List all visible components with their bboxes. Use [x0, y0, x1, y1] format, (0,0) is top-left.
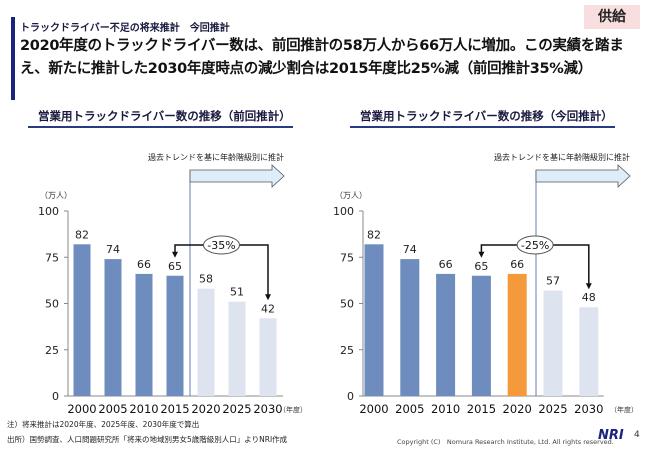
- source-note: 出所）国勢調査、人口問題研究所「将来の地域別男女5歳階級別人口」よりNRI作成: [7, 435, 288, 444]
- data-label: 51: [230, 286, 244, 299]
- bar-2030: [259, 318, 277, 396]
- x-tick-label: 2005: [395, 402, 424, 416]
- x-tick-label: 2020: [503, 402, 532, 416]
- forecast-arrow-icon: [189, 164, 285, 188]
- bar-2020: [197, 288, 215, 396]
- bar-2025: [543, 290, 563, 396]
- x-tick-label: 2015: [467, 402, 496, 416]
- footnote: 注）将来推計は2020年度、2025年度、2030年度で算出: [7, 420, 200, 429]
- data-label: 58: [199, 273, 213, 286]
- data-label: 57: [546, 275, 560, 288]
- x-tick-label: 2005: [98, 402, 127, 416]
- bar-2030: [579, 307, 599, 396]
- y-tick-label: 0: [52, 390, 59, 403]
- x-tick-label: 2025: [538, 402, 567, 416]
- forecast-arrow-label: 過去トレンドを基に年齢階級別に推計: [148, 152, 284, 162]
- x-tick-label: 2030: [574, 402, 603, 416]
- data-label: 82: [367, 228, 381, 241]
- data-label: 65: [474, 260, 488, 273]
- copyright: Copyright (C) Nomura Research Institute,…: [397, 438, 614, 446]
- y-tick-label: 25: [340, 344, 354, 357]
- bar-2025: [228, 301, 246, 396]
- data-label: 48: [582, 291, 596, 304]
- page-number: 4: [634, 430, 640, 440]
- slide-headline: 2020年度のトラックドライバー数は、前回推計の58万人から66万人に増加。この…: [20, 38, 624, 77]
- x-tick-label: 2010: [431, 402, 460, 416]
- y-tick-label: 50: [45, 298, 59, 311]
- x-tick-label: 2000: [359, 402, 388, 416]
- category-tag: 供給: [584, 5, 640, 29]
- chart-title-previous: 営業用トラックドライバー数の推移（前回推計）: [28, 108, 293, 128]
- bar-2005: [400, 259, 420, 396]
- data-label: 66: [137, 258, 151, 271]
- y-tick-label: 0: [347, 390, 354, 403]
- y-axis-unit: （万人）: [40, 191, 72, 200]
- x-tick-label: 2010: [129, 402, 158, 416]
- y-tick-label: 50: [340, 298, 354, 311]
- bar-2005: [104, 259, 122, 396]
- slide-subtitle: トラックドライバー不足の将来推計 今回推計: [20, 23, 230, 34]
- forecast-arrow-label: 過去トレンドを基に年齢階級別に推計: [494, 152, 630, 162]
- change-badge: [516, 235, 554, 255]
- arrowhead-icon: [478, 251, 485, 258]
- arrowhead-icon: [585, 283, 592, 290]
- y-tick-label: 75: [45, 251, 59, 264]
- bar-2000: [364, 244, 384, 396]
- title-accent-bar: [11, 17, 15, 100]
- bar-2015: [471, 275, 491, 396]
- bar-2010: [135, 273, 153, 396]
- arrowhead-icon: [265, 294, 271, 301]
- x-axis-unit: （年度）: [279, 405, 307, 414]
- change-badge: [203, 235, 240, 255]
- x-tick-label: 2020: [191, 402, 220, 416]
- data-label: 74: [106, 243, 120, 256]
- data-label: 66: [510, 258, 524, 271]
- data-label: 82: [75, 228, 89, 241]
- forecast-arrow-icon: [535, 164, 631, 188]
- x-tick-label: 2025: [222, 402, 251, 416]
- data-label: 65: [168, 260, 182, 273]
- bar-2000: [73, 244, 91, 396]
- data-label: 42: [261, 302, 275, 315]
- chart-title-current: 営業用トラックドライバー数の推移（今回推計）: [350, 108, 615, 128]
- y-axis-unit: （万人）: [335, 191, 367, 200]
- x-tick-label: 2030: [253, 402, 282, 416]
- bar-2010: [436, 273, 456, 396]
- x-tick-label: 2015: [160, 402, 189, 416]
- nri-logo: NRI: [598, 428, 624, 443]
- y-tick-label: 100: [333, 205, 354, 218]
- x-axis-unit: （年度）: [610, 405, 638, 414]
- change-label: -25%: [521, 239, 549, 252]
- bar-2020: [507, 273, 527, 396]
- y-tick-label: 75: [340, 251, 354, 264]
- x-tick-label: 2000: [67, 402, 96, 416]
- change-label: -35%: [207, 239, 235, 252]
- data-label: 66: [439, 258, 453, 271]
- bar-2015: [166, 275, 184, 396]
- y-tick-label: 100: [38, 205, 59, 218]
- y-tick-label: 25: [45, 344, 59, 357]
- arrowhead-icon: [172, 251, 178, 258]
- data-label: 74: [403, 243, 417, 256]
